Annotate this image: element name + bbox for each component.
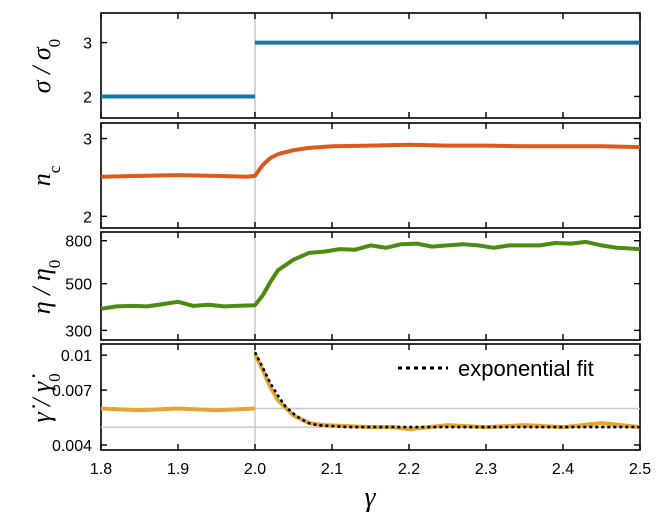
series-line-gammadot-1 [253, 353, 641, 432]
x-tick-label: 2.0 [244, 461, 266, 478]
y-tick-label: 300 [65, 323, 92, 340]
y-tick-label: 2 [83, 209, 92, 226]
y-tick-label: 0.004 [52, 438, 92, 455]
y-tick-label: 3 [83, 36, 92, 53]
legend-fit-label: exponential fit [458, 356, 594, 381]
y-tick-label: 3 [83, 132, 92, 149]
xlabel: γ [364, 482, 376, 513]
panel-eta-frame [100, 231, 641, 341]
x-tick-label: 2.3 [475, 461, 497, 478]
series-line-eta-0 [100, 239, 641, 311]
y-tick-label: 500 [65, 277, 92, 294]
ylabel-sigma: σ / σ0 [27, 39, 64, 93]
chart-dynamic-layer: 2 3 2 3 300 500 800 0.004 0.007 0.01 1.8 1.9 2.0 2.1 2… [52, 13, 651, 478]
y-tick-label: 0.01 [61, 348, 92, 365]
fit-line [253, 351, 640, 429]
x-tick-label: 2.1 [321, 461, 343, 478]
ylabel-gammadot: γ̇ / γ̇0 [27, 373, 64, 422]
series-line-gammadot-0 [100, 406, 256, 413]
panel-sigma-frame [100, 12, 641, 119]
legend: exponential fit [398, 356, 594, 381]
panel-gammadot-frame [100, 343, 641, 451]
x-tick-label: 1.8 [90, 461, 112, 478]
y-tick-label: 2 [83, 89, 92, 106]
y-tick-label: 800 [65, 234, 92, 251]
y-tick-label: 0.007 [52, 383, 92, 400]
ylabel-nc: nc [27, 165, 64, 186]
series-line-nc-0 [100, 142, 641, 179]
x-tick-label: 2.5 [629, 461, 651, 478]
x-tick-label: 2.2 [398, 461, 420, 478]
ylabel-eta: η / η0 [27, 260, 64, 315]
x-tick-label: 1.9 [167, 461, 189, 478]
x-tick-label: 2.4 [552, 461, 574, 478]
